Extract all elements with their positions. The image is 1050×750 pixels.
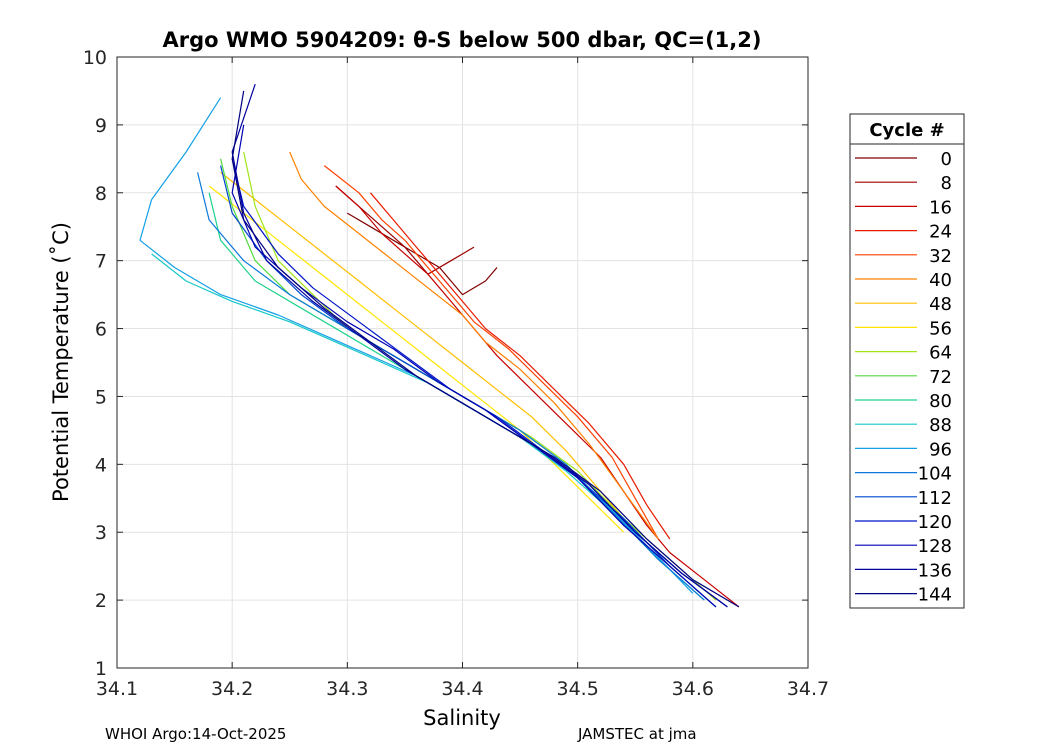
legend: Cycle # 0 8 16 24 32 40 48 56 64 72 80 88 96 104 112 12… (849, 113, 965, 609)
y-tick-label: 8 (95, 183, 107, 205)
legend-label: 48 (929, 294, 952, 315)
legend-label: 80 (929, 391, 952, 412)
y-tick-label: 9 (95, 115, 107, 137)
series-line-cycle-120 (231, 158, 728, 608)
legend-items: 0 8 16 24 32 40 48 56 64 72 80 88 96 104 112 120 128 136 1… (855, 149, 952, 606)
legend-label: 8 (941, 173, 952, 194)
series-line-cycle-40 (289, 151, 659, 540)
legend-label: 40 (929, 270, 952, 291)
x-tick-label: 34.7 (787, 678, 829, 700)
legend-label: 120 (918, 512, 952, 533)
y-tick-label: 4 (95, 454, 107, 476)
y-tick-label: 10 (83, 47, 107, 69)
legend-label: 96 (929, 439, 952, 460)
legend-title: Cycle # (869, 120, 944, 141)
x-axis-label: Salinity (423, 706, 501, 730)
series-line-cycle-32 (323, 165, 659, 540)
footer-credit: JAMSTEC at jma (578, 725, 697, 743)
series-line-cycle-128 (231, 124, 717, 608)
y-tick-label: 7 (95, 251, 107, 273)
x-tick-label: 34.1 (96, 678, 138, 700)
y-tick-label: 1 (95, 658, 107, 680)
y-axis-label: Potential Temperature (˚C) (49, 222, 73, 502)
legend-label: 72 (929, 367, 952, 388)
legend-label: 56 (929, 318, 952, 339)
y-tick-label: 3 (95, 522, 107, 544)
x-tick-label: 34.6 (672, 678, 714, 700)
x-tick-label: 34.4 (441, 678, 483, 700)
y-tick-label: 2 (95, 590, 107, 612)
chart-title: Argo WMO 5904209: θ-S below 500 dbar, QC… (163, 28, 762, 52)
legend-label: 24 (929, 222, 952, 243)
series-layer (139, 84, 740, 608)
legend-label: 104 (918, 464, 952, 485)
series-line-cycle-136 (231, 84, 728, 608)
legend-label: 32 (929, 246, 952, 267)
series-line-cycle-48 (220, 171, 636, 533)
legend-label: 64 (929, 343, 952, 364)
legend-label: 136 (918, 560, 952, 581)
legend-label: 0 (941, 149, 952, 170)
x-tick-label: 34.2 (211, 678, 253, 700)
legend-label: 144 (918, 585, 952, 606)
legend-box (849, 113, 965, 609)
y-tick-label: 6 (95, 319, 107, 341)
legend-label: 112 (918, 488, 952, 509)
axes: 34.1 34.2 34.3 34.4 34.5 34.6 34.7 1 2 3 4 5 6 7 8 9 10 (83, 47, 829, 700)
legend-label: 88 (929, 415, 952, 436)
x-tick-label: 34.5 (557, 678, 599, 700)
series-line-cycle-24 (369, 192, 671, 540)
y-tick-label: 5 (95, 386, 107, 408)
series-line-cycle-144 (231, 90, 740, 608)
x-tick-label: 34.3 (326, 678, 368, 700)
series-line-cycle-56 (208, 185, 625, 533)
footer-source: WHOI Argo:14-Oct-2025 (105, 725, 287, 743)
legend-label: 128 (918, 536, 952, 557)
series-line-cycle-88 (151, 253, 705, 601)
legend-label: 16 (929, 197, 952, 218)
